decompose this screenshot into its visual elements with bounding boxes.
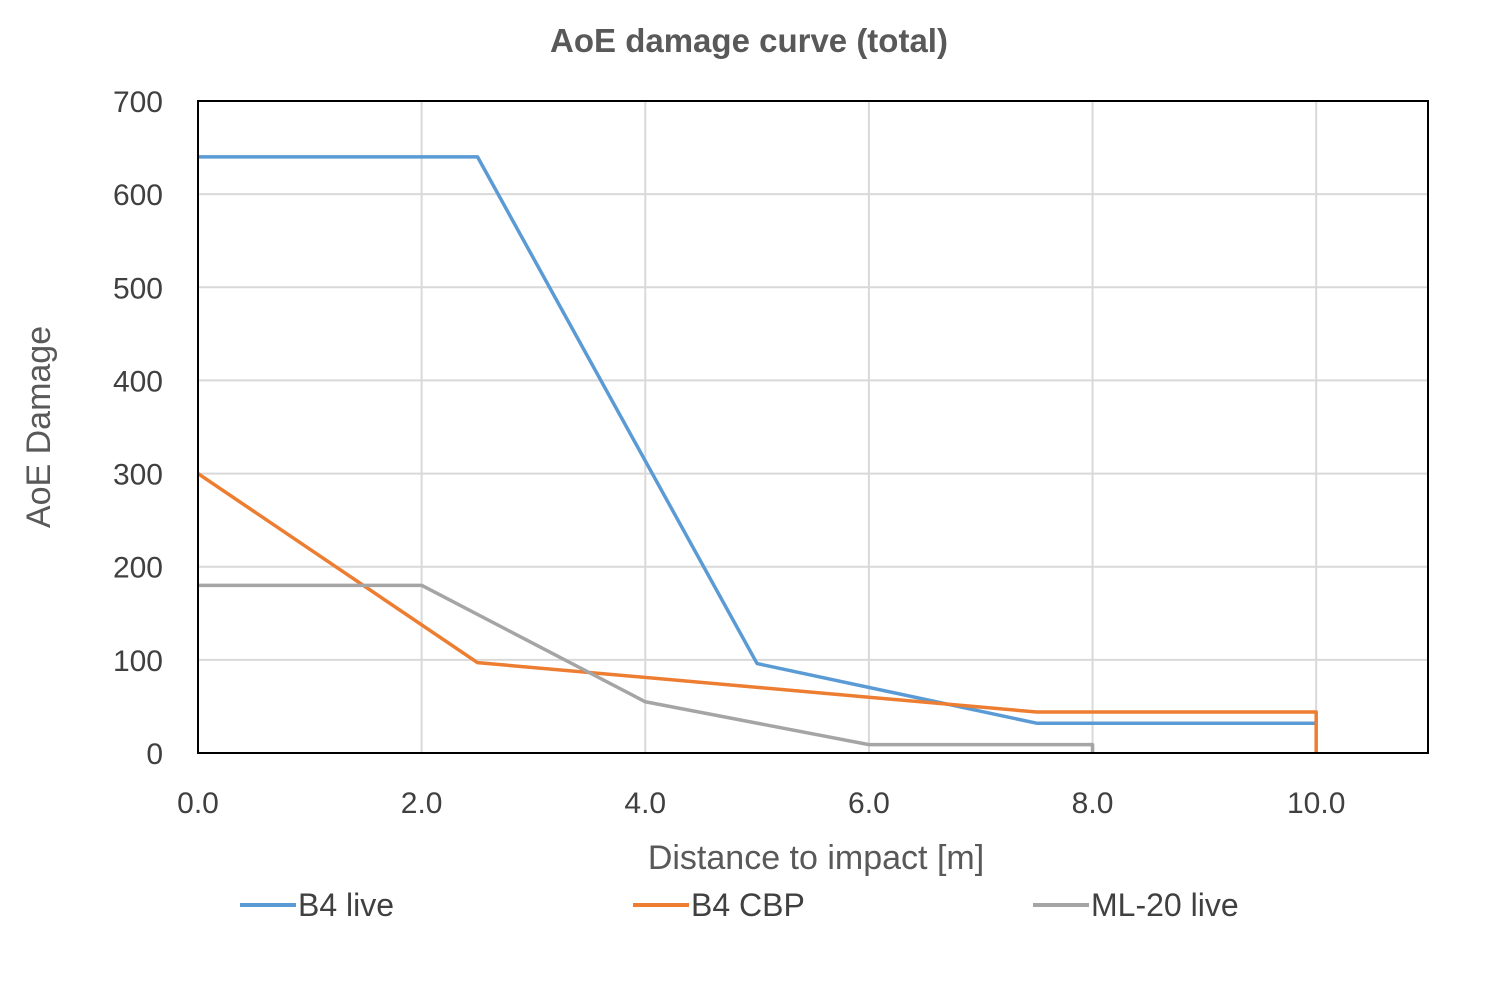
legend-label: ML-20 live (1091, 887, 1239, 923)
series-line (197, 472, 1318, 753)
legend-label: B4 live (298, 887, 394, 923)
gridlines (197, 100, 1428, 754)
y-tick-label: 400 (113, 365, 163, 398)
y-tick-label: 0 (146, 738, 163, 771)
x-tick-label: 10.0 (1287, 787, 1345, 820)
y-tick-label: 600 (113, 179, 163, 212)
legend-label: B4 CBP (691, 887, 805, 923)
x-tick-label: 8.0 (1072, 787, 1114, 820)
x-tick-label: 4.0 (624, 787, 666, 820)
series-line (198, 155, 1317, 725)
series-layer (197, 155, 1318, 753)
chart-title: AoE damage curve (total) (550, 22, 948, 59)
y-tick-label: 100 (113, 645, 163, 678)
x-axis-ticks: 0.0 2.0 4.0 6.0 8.0 10.0 (177, 787, 1345, 820)
series-line (198, 583, 1095, 753)
y-tick-label: 300 (113, 459, 163, 492)
y-tick-label: 700 (113, 86, 163, 119)
y-axis-label: AoE Damage (20, 326, 58, 528)
x-tick-label: 6.0 (848, 787, 890, 820)
y-tick-label: 500 (113, 272, 163, 305)
y-tick-label: 200 (113, 552, 163, 585)
x-tick-label: 2.0 (401, 787, 443, 820)
x-tick-label: 0.0 (177, 787, 219, 820)
plot-area (197, 100, 1429, 754)
legend: B4 live B4 CBP ML-20 live (240, 887, 1239, 923)
y-axis-ticks: 0 100 200 300 400 500 600 700 (113, 86, 163, 771)
x-axis-label: Distance to impact [m] (648, 839, 984, 877)
